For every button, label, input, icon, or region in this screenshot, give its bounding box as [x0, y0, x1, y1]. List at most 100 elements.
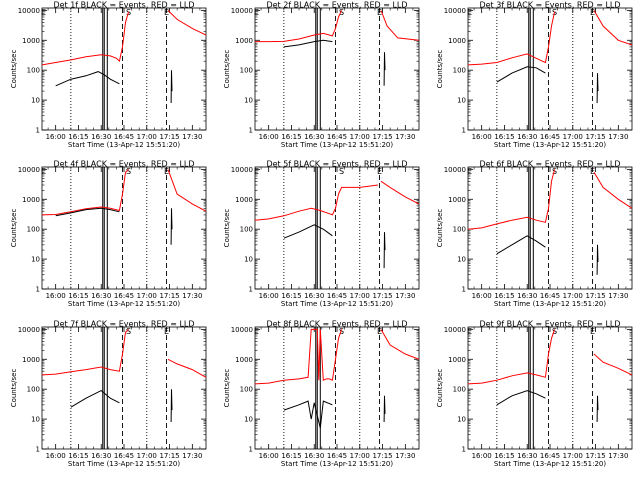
- x-tick-label: 17:15: [372, 292, 392, 300]
- y-tick-label: 1000: [235, 37, 253, 45]
- y-tick-label: 1: [462, 127, 466, 135]
- events-series-segment-1: [496, 66, 546, 83]
- plot-frame: [41, 7, 207, 131]
- x-axis-label: Start Time (13-Apr-12 15:51:20): [281, 300, 393, 308]
- panel-title: Det 8f BLACK = Events, RED = LLD: [266, 320, 407, 329]
- flag-label: S: [126, 327, 131, 336]
- x-tick-label: 17:30: [395, 292, 415, 300]
- x-tick-label: 16:45: [540, 452, 560, 460]
- panel-title: Det 1f BLACK = Events, RED = LLD: [53, 1, 194, 10]
- y-tick-label: 100: [453, 386, 466, 394]
- x-tick-label: 17:00: [563, 452, 583, 460]
- lld-series-segment-2: [593, 353, 632, 376]
- flag-label: E: [590, 8, 595, 17]
- x-tick-label: 16:30: [517, 292, 537, 300]
- y-tick-label: 100: [453, 67, 466, 75]
- x-tick-label: 16:00: [472, 133, 492, 141]
- x-tick-label: 16:15: [494, 452, 514, 460]
- lld-series-segment-2: [380, 329, 419, 360]
- flag-label: S: [339, 167, 344, 176]
- x-tick-label: 16:45: [327, 452, 347, 460]
- x-tick-label: 16:30: [304, 452, 324, 460]
- y-tick-label: 1000: [448, 196, 466, 204]
- x-tick-label: 16:00: [259, 133, 279, 141]
- panel-4: Det 4f BLACK = Events, RED = LLD 1 10 100 10…: [10, 160, 207, 308]
- y-tick-label: 10: [244, 256, 253, 264]
- x-tick-label: 17:15: [372, 452, 392, 460]
- flag-label: S: [339, 327, 344, 336]
- flag-label: E: [377, 8, 382, 17]
- flag-label: E: [164, 167, 169, 176]
- x-tick-label: 16:15: [68, 292, 88, 300]
- lld-series-segment-1: [468, 169, 556, 230]
- x-axis-label: Start Time (13-Apr-12 15:51:20): [281, 141, 393, 149]
- x-tick-label: 16:15: [494, 292, 514, 300]
- x-tick-label: 16:30: [304, 292, 324, 300]
- panel-title: Det 9f BLACK = Events, RED = LLD: [479, 320, 620, 329]
- flag-label: E: [41, 8, 46, 17]
- x-tick-label: 17:00: [350, 133, 370, 141]
- x-tick-label: 16:15: [494, 133, 514, 141]
- x-tick-label: 17:15: [372, 133, 392, 141]
- x-tick-label: 17:15: [159, 452, 179, 460]
- x-tick-label: 16:45: [540, 133, 560, 141]
- flag-label: E: [467, 167, 472, 176]
- events-series-segment-1: [55, 207, 120, 217]
- flag-label: E: [590, 167, 595, 176]
- events-series-segment-2: [170, 389, 173, 423]
- y-tick-label: 100: [453, 226, 466, 234]
- x-tick-label: 16:00: [259, 452, 279, 460]
- y-tick-label: 100: [240, 386, 253, 394]
- y-tick-label: 10: [244, 416, 253, 424]
- panel-1: Det 1f BLACK = Events, RED = LLD 1 10 100 10…: [10, 1, 207, 149]
- plot-frame: [254, 326, 420, 450]
- panel-8: Det 8f BLACK = Events, RED = LLD 1 10 100 10…: [223, 320, 420, 468]
- panel-2: Det 2f BLACK = Events, RED = LLD 1 10 100 10…: [223, 1, 420, 149]
- x-tick-label: 16:45: [114, 292, 134, 300]
- panel-title: Det 2f BLACK = Events, RED = LLD: [266, 1, 407, 10]
- panel-3: Det 3f BLACK = Events, RED = LLD 1 10 100 10…: [436, 1, 633, 149]
- y-axis-label: Counts/sec: [10, 50, 18, 89]
- flag-label: E: [254, 167, 259, 176]
- x-tick-label: 17:15: [585, 133, 605, 141]
- y-tick-label: 1000: [235, 196, 253, 204]
- lld-series-segment-2: [593, 10, 632, 46]
- x-tick-label: 17:00: [137, 292, 157, 300]
- events-series-segment-1: [496, 235, 546, 255]
- x-axis-label: Start Time (13-Apr-12 15:51:20): [68, 141, 180, 149]
- events-series-segment-1: [496, 390, 546, 406]
- y-axis-label: Counts/sec: [223, 50, 231, 89]
- lld-series-segment-2: [593, 172, 632, 209]
- x-tick-label: 16:30: [517, 133, 537, 141]
- lld-series-segment-1: [42, 11, 130, 66]
- x-tick-label: 16:15: [68, 452, 88, 460]
- y-tick-label: 1: [249, 127, 253, 135]
- y-axis-label: Counts/sec: [10, 209, 18, 248]
- lld-series-segment-1: [42, 329, 129, 376]
- x-tick-label: 17:15: [585, 292, 605, 300]
- x-tick-label: 17:00: [137, 133, 157, 141]
- y-tick-label: 10000: [444, 326, 466, 334]
- lld-series-segment-2: [380, 10, 419, 41]
- y-tick-label: 1000: [22, 196, 40, 204]
- y-tick-label: 100: [240, 226, 253, 234]
- events-series-segment-2: [383, 395, 386, 423]
- lld-series-segment-1: [255, 184, 379, 221]
- y-tick-label: 1000: [22, 356, 40, 364]
- plot-frame: [467, 166, 633, 290]
- x-tick-label: 17:30: [608, 292, 628, 300]
- x-tick-label: 16:15: [281, 292, 301, 300]
- y-axis-label: Counts/sec: [436, 209, 444, 248]
- y-tick-label: 100: [27, 67, 40, 75]
- x-tick-label: 17:30: [608, 133, 628, 141]
- lld-series-segment-2: [380, 180, 419, 205]
- x-tick-label: 17:00: [137, 452, 157, 460]
- y-tick-label: 10: [31, 416, 40, 424]
- x-tick-label: 16:30: [91, 133, 111, 141]
- x-tick-label: 16:00: [46, 133, 66, 141]
- x-tick-label: 17:15: [159, 133, 179, 141]
- y-tick-label: 10: [457, 256, 466, 264]
- plot-frame: [254, 7, 420, 131]
- y-tick-label: 1: [36, 446, 40, 454]
